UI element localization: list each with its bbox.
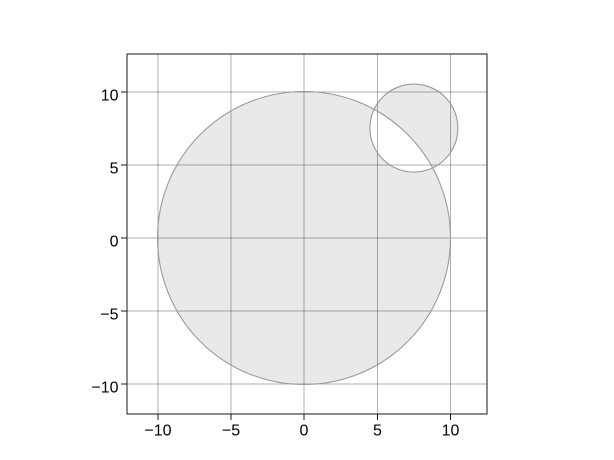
svg-text:−10: −10 xyxy=(144,423,171,440)
svg-text:10: 10 xyxy=(101,87,119,104)
svg-text:−10: −10 xyxy=(91,379,118,396)
svg-text:5: 5 xyxy=(373,423,382,440)
svg-text:5: 5 xyxy=(110,160,119,177)
svg-text:−5: −5 xyxy=(222,423,240,440)
svg-text:10: 10 xyxy=(442,423,460,440)
svg-text:−5: −5 xyxy=(100,306,118,323)
svg-text:0: 0 xyxy=(300,423,309,440)
svg-text:0: 0 xyxy=(110,233,119,250)
